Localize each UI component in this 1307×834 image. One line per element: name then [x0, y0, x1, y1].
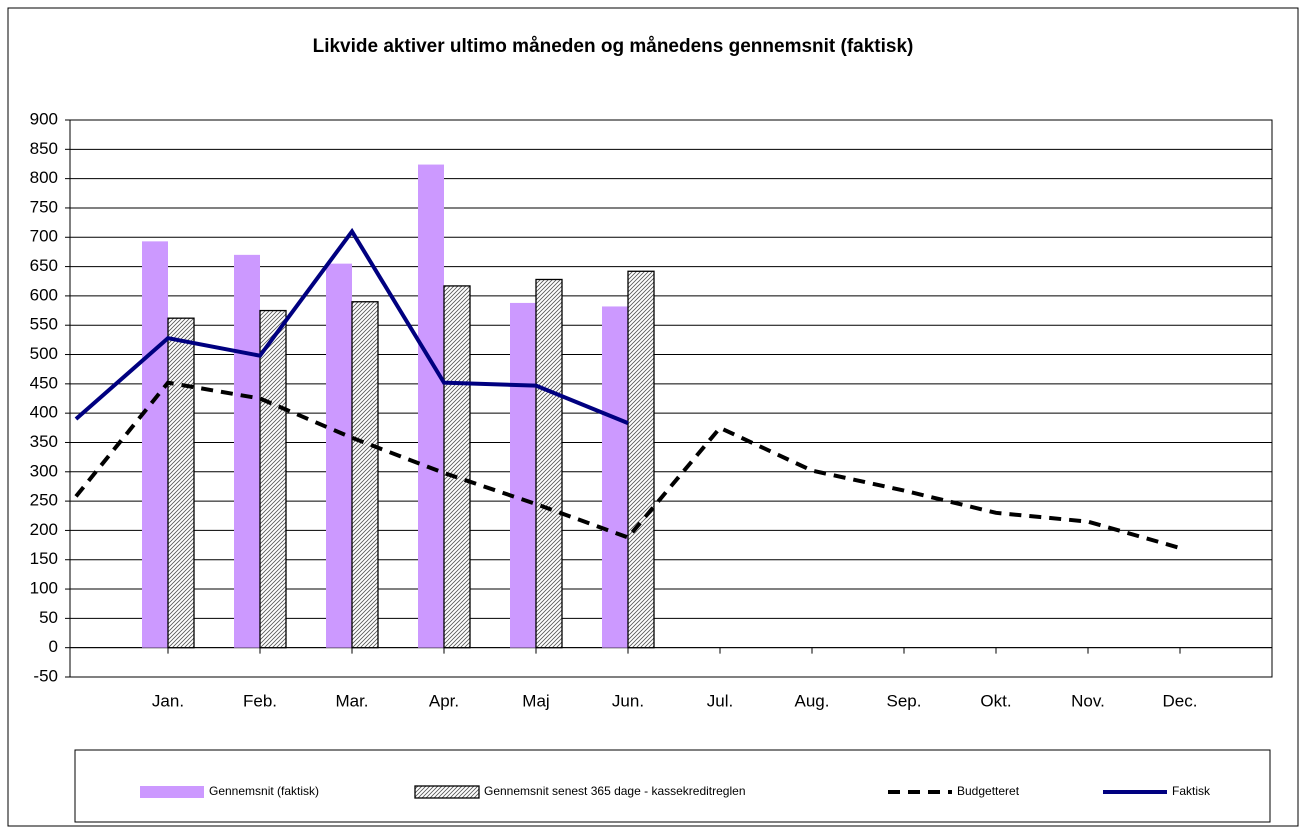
bar	[259, 309, 287, 649]
x-tick-label: Jun.	[612, 691, 644, 710]
y-tick-label: -50	[33, 666, 58, 685]
y-tick-label: 350	[30, 432, 58, 451]
plot-border	[69, 119, 1273, 678]
legend-swatch	[414, 785, 480, 799]
y-tick-label: 500	[30, 344, 58, 363]
bar	[418, 164, 444, 648]
y-tick-label: 200	[30, 520, 58, 539]
bar	[142, 241, 168, 648]
bar	[627, 270, 655, 649]
x-tick-label: Apr.	[429, 691, 459, 710]
bar	[535, 278, 563, 649]
x-tick-label: Aug.	[795, 691, 830, 710]
y-tick-label: 850	[30, 139, 58, 158]
x-tick-label: Jul.	[707, 691, 733, 710]
y-tick-label: 800	[30, 168, 58, 187]
legend-frame	[74, 749, 1271, 823]
y-tick-label: 650	[30, 256, 58, 275]
y-tick-label: 600	[30, 285, 58, 304]
y-tick-label: 450	[30, 373, 58, 392]
x-tick-label: Jan.	[152, 691, 184, 710]
legend-label: Budgetteret	[957, 784, 1020, 798]
y-tick-label: 400	[30, 403, 58, 422]
y-tick-label: 50	[39, 608, 58, 627]
y-tick-label: 250	[30, 491, 58, 510]
y-tick-label: 750	[30, 197, 58, 216]
y-tick-label: 150	[30, 549, 58, 568]
legend-label: Gennemsnit (faktisk)	[209, 784, 319, 798]
bar	[167, 317, 195, 649]
x-tick-label: Dec.	[1163, 691, 1198, 710]
y-tick-label: 900	[30, 109, 58, 128]
x-tick-label: Mar.	[335, 691, 368, 710]
y-tick-label: 300	[30, 461, 58, 480]
x-tick-label: Feb.	[243, 691, 277, 710]
line	[74, 380, 1181, 550]
y-tick-label: 550	[30, 315, 58, 334]
chart-title: Likvide aktiver ultimo måneden og månede…	[313, 36, 914, 57]
plot-area: -50 0 50 100 150 200 250 300 350 400 450 500 550 600 6…	[30, 109, 1273, 710]
bar	[234, 254, 260, 648]
line	[74, 227, 629, 425]
legend: Gennemsnit (faktisk) Gennemsnit senest 36…	[140, 784, 1211, 799]
bar	[351, 301, 379, 649]
x-tick-label: Sep.	[887, 691, 922, 710]
y-tick-label: 100	[30, 579, 58, 598]
x-tick-label: Okt.	[980, 691, 1011, 710]
legend-swatch	[140, 786, 204, 798]
legend-label: Gennemsnit senest 365 dage - kassekredit…	[484, 784, 746, 798]
legend-label: Faktisk	[1172, 784, 1211, 798]
bar	[443, 285, 471, 649]
x-tick-label: Nov.	[1071, 691, 1105, 710]
x-tick-label: Maj	[522, 691, 549, 710]
bar	[510, 302, 536, 648]
bar	[326, 263, 352, 648]
bar	[602, 306, 628, 648]
y-tick-label: 0	[49, 637, 58, 656]
y-tick-label: 700	[30, 227, 58, 246]
